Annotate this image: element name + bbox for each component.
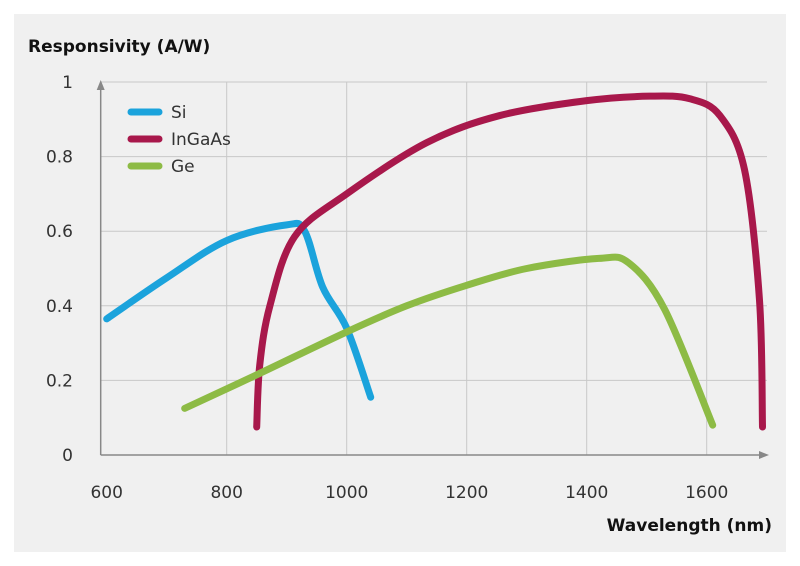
x-tick-label: 1600 — [685, 483, 728, 503]
x-tick-label: 1200 — [445, 483, 488, 503]
y-axis-arrow-icon — [96, 80, 105, 90]
x-tick-label: 1400 — [565, 483, 608, 503]
y-tick-label: 0.8 — [46, 148, 73, 168]
x-tick-label: 1000 — [325, 483, 368, 503]
legend-label: Si — [171, 103, 187, 123]
series-line-ge — [181, 253, 717, 429]
series-line-si — [103, 219, 375, 401]
y-axis-label: Responsivity (A/W) — [28, 37, 210, 57]
x-tick-label: 600 — [90, 483, 122, 503]
x-tick-label: 800 — [210, 483, 242, 503]
legend-label: Ge — [171, 157, 195, 177]
y-tick-label: 0.4 — [46, 297, 73, 317]
y-tick-label: 0 — [62, 446, 73, 466]
y-tick-label: 0.6 — [46, 222, 73, 242]
series-line-ingaas — [253, 92, 766, 431]
y-tick-label: 0.2 — [46, 371, 73, 391]
x-axis-arrow-icon — [759, 451, 769, 459]
y-tick-label: 1 — [62, 73, 73, 93]
legend-label: InGaAs — [171, 130, 231, 150]
chart-panel — [14, 14, 786, 552]
x-axis-label: Wavelength (nm) — [607, 516, 772, 536]
